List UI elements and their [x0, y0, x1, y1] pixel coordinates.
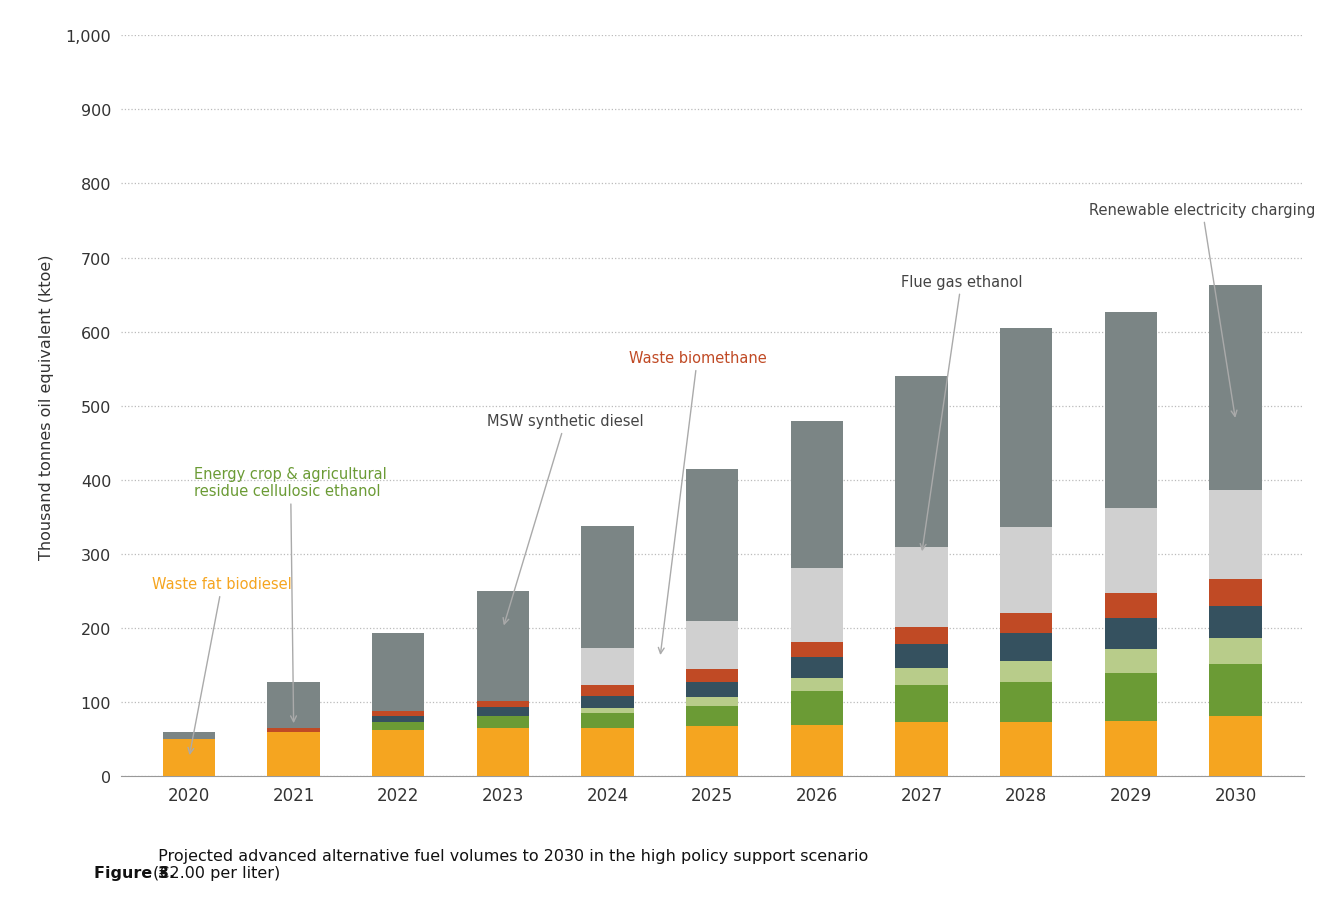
- Bar: [1105, 721, 1157, 777]
- Bar: [687, 697, 738, 706]
- Bar: [582, 729, 634, 777]
- Bar: [582, 713, 634, 729]
- Bar: [1210, 490, 1262, 579]
- Bar: [582, 685, 634, 696]
- Text: Waste biomethane: Waste biomethane: [629, 350, 766, 654]
- Bar: [267, 732, 320, 777]
- Bar: [895, 722, 948, 777]
- Bar: [1000, 613, 1052, 633]
- Bar: [687, 669, 738, 683]
- Bar: [582, 708, 634, 713]
- Bar: [1105, 593, 1157, 619]
- Bar: [895, 548, 948, 628]
- Bar: [790, 692, 843, 725]
- Bar: [372, 731, 425, 777]
- Bar: [1210, 285, 1262, 490]
- Bar: [895, 668, 948, 685]
- Bar: [1000, 527, 1052, 613]
- Bar: [790, 643, 843, 657]
- Bar: [1105, 508, 1157, 593]
- Bar: [1000, 722, 1052, 777]
- Bar: [372, 634, 425, 712]
- Bar: [1105, 312, 1157, 508]
- Text: Figure 3.: Figure 3.: [94, 865, 175, 880]
- Bar: [687, 621, 738, 669]
- Bar: [790, 422, 843, 569]
- Bar: [790, 725, 843, 777]
- Bar: [1000, 329, 1052, 527]
- Y-axis label: Thousand tonnes oil equivalent (ktoe): Thousand tonnes oil equivalent (ktoe): [39, 254, 54, 559]
- Bar: [1105, 673, 1157, 721]
- Bar: [1105, 619, 1157, 649]
- Bar: [687, 706, 738, 726]
- Bar: [790, 678, 843, 692]
- Bar: [790, 657, 843, 678]
- Bar: [372, 712, 425, 716]
- Bar: [1000, 682, 1052, 722]
- Bar: [1210, 606, 1262, 638]
- Bar: [477, 707, 530, 716]
- Bar: [163, 740, 215, 777]
- Bar: [687, 470, 738, 621]
- Bar: [1000, 661, 1052, 682]
- Bar: [1210, 664, 1262, 716]
- Bar: [895, 628, 948, 644]
- Bar: [1210, 638, 1262, 664]
- Bar: [477, 729, 530, 777]
- Bar: [1105, 649, 1157, 673]
- Bar: [267, 682, 320, 729]
- Bar: [1210, 716, 1262, 777]
- Bar: [582, 696, 634, 708]
- Text: Projected advanced alternative fuel volumes to 2030 in the high policy support s: Projected advanced alternative fuel volu…: [153, 848, 868, 880]
- Bar: [1210, 579, 1262, 606]
- Bar: [477, 591, 530, 701]
- Bar: [687, 683, 738, 697]
- Bar: [582, 648, 634, 685]
- Bar: [895, 377, 948, 548]
- Text: MSW synthetic diesel: MSW synthetic diesel: [488, 414, 644, 624]
- Bar: [895, 644, 948, 668]
- Bar: [267, 729, 320, 732]
- Bar: [163, 732, 215, 740]
- Text: Renewable electricity charging: Renewable electricity charging: [1089, 202, 1316, 417]
- Text: Flue gas ethanol: Flue gas ethanol: [900, 275, 1023, 550]
- Text: Waste fat biodiesel: Waste fat biodiesel: [152, 576, 292, 754]
- Bar: [372, 716, 425, 721]
- Bar: [790, 569, 843, 643]
- Bar: [1000, 633, 1052, 661]
- Bar: [687, 726, 738, 777]
- Bar: [477, 701, 530, 707]
- Bar: [477, 716, 530, 729]
- Bar: [582, 526, 634, 648]
- Bar: [895, 685, 948, 722]
- Bar: [372, 721, 425, 731]
- Text: Energy crop & agricultural
residue cellulosic ethanol: Energy crop & agricultural residue cellu…: [195, 467, 387, 721]
